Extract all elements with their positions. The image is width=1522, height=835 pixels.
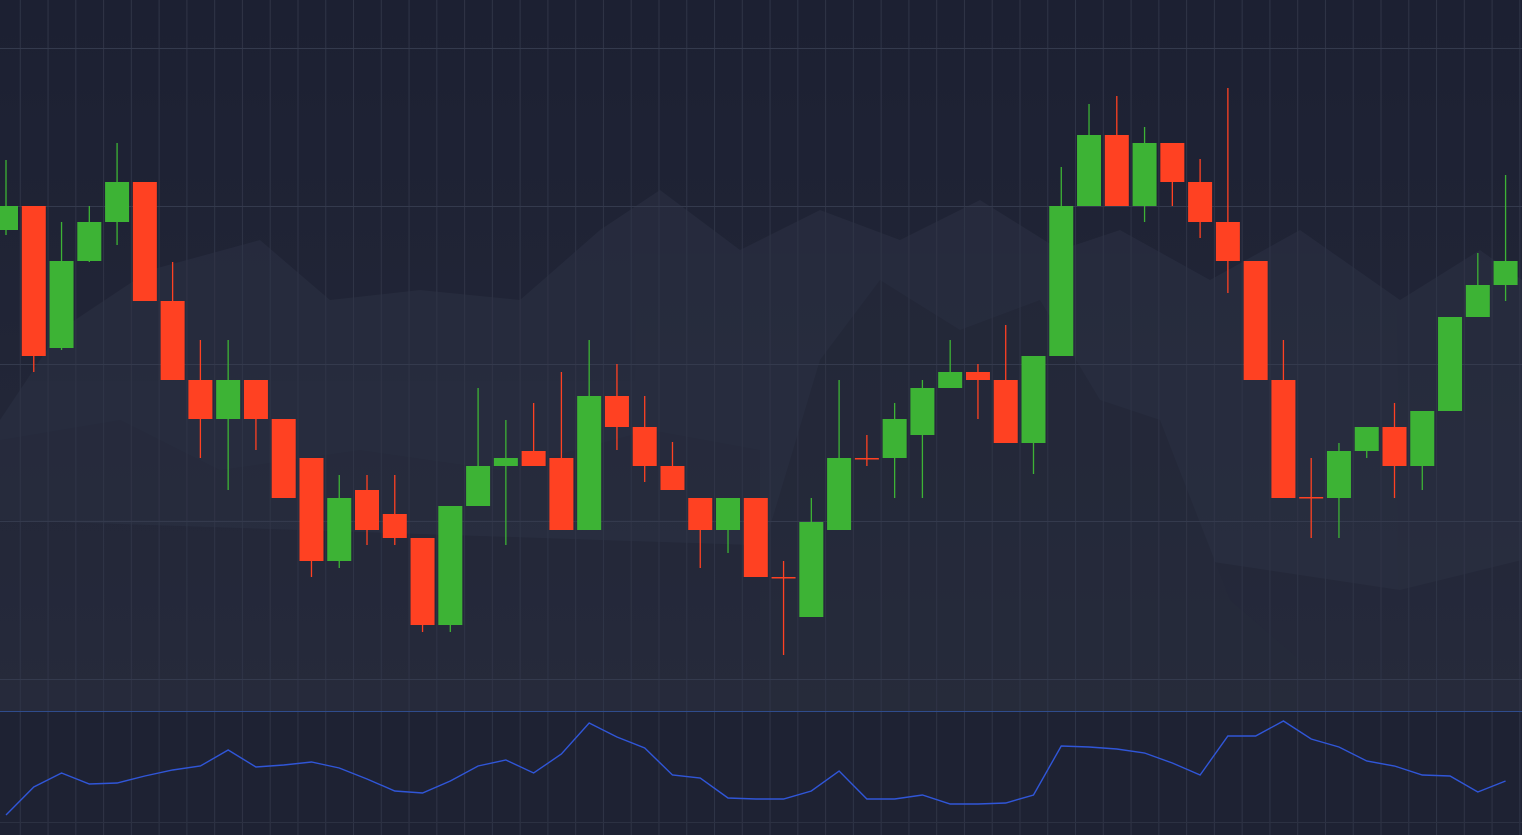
candle-body <box>743 498 768 577</box>
candle-body <box>1354 427 1379 451</box>
vertical-grid <box>0 0 1522 711</box>
candle-body <box>160 301 185 380</box>
candle-body <box>1104 135 1129 206</box>
candle-body <box>1410 411 1435 466</box>
candle-body <box>271 419 296 498</box>
candle-body <box>49 261 74 348</box>
candle-body <box>577 396 602 530</box>
candle-body <box>827 458 852 530</box>
candle-body <box>1243 261 1268 380</box>
candle-body <box>1049 206 1074 356</box>
candle-body <box>604 396 629 427</box>
candle-body <box>243 380 268 419</box>
candle-body <box>1438 317 1463 411</box>
candle-body <box>299 458 324 561</box>
candle-body <box>466 466 491 506</box>
indicator-line <box>5 720 1506 816</box>
candle-body <box>716 498 741 530</box>
candle-body <box>1077 135 1102 206</box>
candle-body <box>549 458 574 530</box>
candle-body <box>21 206 46 356</box>
candle-body <box>1271 380 1296 498</box>
candle-body <box>132 182 157 301</box>
candle-body <box>1215 222 1240 261</box>
candle-body <box>854 458 879 460</box>
candle-body <box>410 538 435 625</box>
candle-body <box>493 458 518 466</box>
candle-body <box>1465 285 1490 317</box>
candle-body <box>771 577 796 579</box>
candle-body <box>327 498 352 561</box>
candle-body <box>1160 143 1185 182</box>
candle-body <box>382 514 407 538</box>
candle-body <box>438 506 463 625</box>
candle-body <box>910 388 935 435</box>
candle-body <box>188 380 213 419</box>
candle-body <box>1299 497 1324 499</box>
candle-body <box>1493 261 1518 285</box>
candle-body <box>660 466 685 490</box>
candle-body <box>938 372 963 388</box>
candle-body <box>1021 356 1046 443</box>
candle-body <box>521 451 546 466</box>
candle-body <box>1382 427 1407 466</box>
candle-body <box>799 522 824 617</box>
candle-body <box>965 372 990 380</box>
candle-body <box>355 490 380 530</box>
indicator-grid <box>0 712 1522 835</box>
candle-body <box>688 498 713 530</box>
candle-body <box>216 380 241 419</box>
candle-body <box>882 419 907 458</box>
candle-body <box>77 222 102 261</box>
candle-body <box>1326 451 1351 498</box>
candle-body <box>632 427 657 466</box>
candle-body <box>1132 143 1157 206</box>
candle-body <box>993 380 1018 443</box>
candle-body <box>0 206 18 230</box>
candle-body <box>1188 182 1213 222</box>
candle-body <box>105 182 130 222</box>
